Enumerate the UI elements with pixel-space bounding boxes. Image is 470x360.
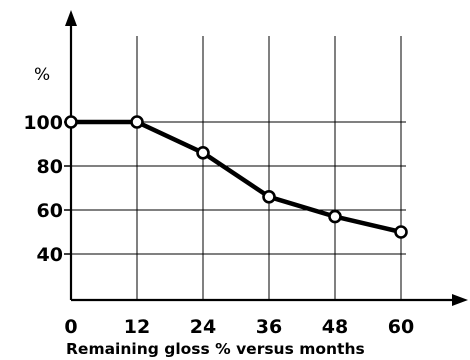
x-tick-label: 24	[190, 316, 216, 338]
data-point	[130, 115, 144, 129]
x-tick-label: 0	[64, 316, 77, 338]
grid	[71, 36, 406, 300]
data-point	[328, 209, 342, 224]
data-point	[196, 146, 210, 160]
x-tick-label: 48	[322, 316, 348, 338]
x-tick-labels: 0 12 24 36 48 60	[64, 316, 414, 338]
series-line	[71, 119, 402, 235]
data-point	[394, 225, 408, 239]
y-axis-arrow	[65, 10, 77, 26]
data-point	[262, 190, 276, 204]
x-tick-label: 36	[256, 316, 282, 338]
y-unit-label: %	[34, 65, 50, 85]
y-tick-label: 80	[37, 156, 63, 178]
y-tick-labels: 40 60 80 100	[23, 112, 71, 266]
y-tick-label: 100	[23, 112, 63, 134]
x-tick-label: 12	[124, 316, 150, 338]
x-tick-label: 60	[388, 316, 414, 338]
axes	[65, 10, 468, 306]
data-markers	[64, 115, 408, 239]
chart-caption: Remaining gloss % versus months	[66, 340, 365, 358]
data-point	[64, 115, 78, 129]
y-tick-label: 40	[37, 244, 63, 266]
x-axis-arrow	[452, 294, 468, 306]
y-tick-label: 60	[37, 200, 63, 222]
